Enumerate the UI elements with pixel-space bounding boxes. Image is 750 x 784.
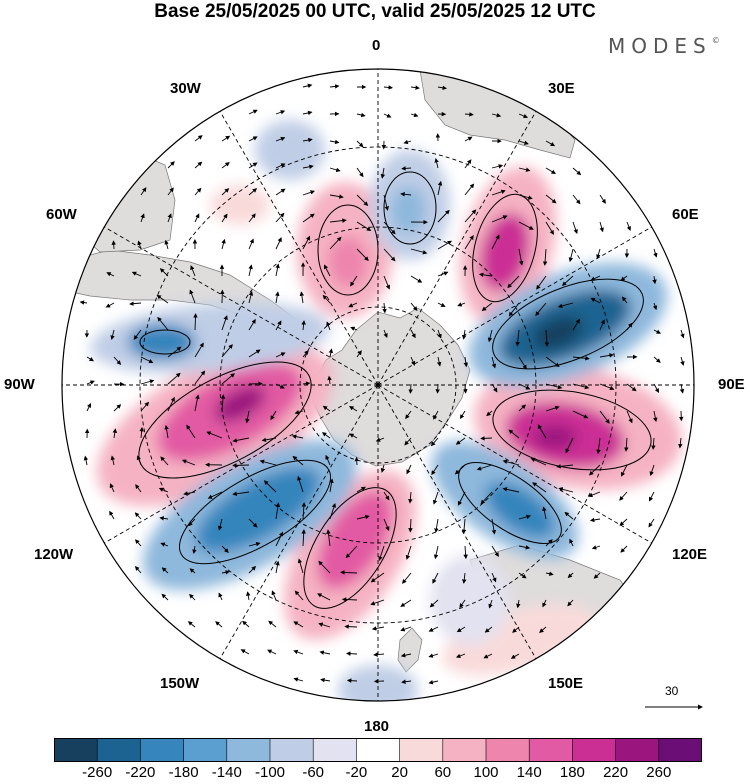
anomaly-pos-4-peak (533, 425, 577, 449)
colorbar-swatch (356, 738, 400, 762)
colorbar-tick-label: -100 (255, 764, 285, 781)
colorbar-ticks: -260 -220 -180 -140 -100 -60 -20 20 60 100 140 180 2… (0, 764, 750, 784)
colorbar-swatch (529, 738, 573, 762)
vector-reference-value: 30 (665, 684, 678, 698)
wind-arrow (195, 314, 196, 330)
colorbar-swatch (616, 738, 660, 762)
colorbar-tick-label: -20 (346, 764, 368, 781)
south-pole-dot (376, 383, 380, 387)
colorbar-tick-label: -140 (212, 764, 242, 781)
wind-arrow (465, 384, 466, 393)
lon-label-150e: 150E (548, 675, 583, 692)
anomaly-neg-6 (255, 120, 325, 180)
colorbar-swatch (486, 738, 530, 762)
colorbar (54, 738, 702, 762)
southern-africa-land (75, 150, 175, 252)
colorbar-tick-label: 100 (473, 764, 498, 781)
colorbar-swatch (313, 738, 357, 762)
wind-arrow (114, 241, 115, 249)
colorbar-tick-label: -260 (82, 764, 112, 781)
colorbar-tick-label: 180 (560, 764, 585, 781)
lon-label-180: 180 (364, 718, 389, 735)
lon-label-150w: 150W (160, 675, 199, 692)
lon-label-60w: 60W (46, 206, 77, 223)
colorbar-swatch (270, 738, 314, 762)
lon-label-120w: 120W (34, 546, 73, 563)
wind-arrow (438, 384, 439, 393)
anomaly-neg-5-core (128, 324, 196, 360)
wind-arrow (410, 384, 411, 393)
colorbar-tick-label: 60 (434, 764, 451, 781)
colorbar-swatch (227, 738, 271, 762)
colorbar-tick-label: -220 (125, 764, 155, 781)
colorbar-swatch (572, 738, 616, 762)
colorbar-swatch (97, 738, 141, 762)
wind-arrow (345, 626, 357, 627)
colorbar-swatch (659, 738, 702, 762)
colorbar-tick-label: -60 (302, 764, 324, 781)
anomaly-neg-8 (430, 555, 510, 645)
colorbar-swatch (443, 738, 487, 762)
lon-label-90e: 90E (718, 376, 745, 393)
lon-label-30e: 30E (548, 80, 575, 97)
colorbar-swatch (184, 738, 228, 762)
colorbar-swatch (54, 738, 98, 762)
colorbar-tick-label: 260 (646, 764, 671, 781)
lon-label-30w: 30W (170, 80, 201, 97)
colorbar-swatch (140, 738, 184, 762)
colorbar-tick-label: 20 (391, 764, 408, 781)
wind-arrow (357, 458, 358, 465)
colorbar-tick-label: 220 (603, 764, 628, 781)
anomaly-neg-4-core (390, 186, 426, 234)
lon-label-120e: 120E (672, 546, 707, 563)
polar-map (0, 0, 750, 735)
lon-label-90w: 90W (4, 376, 35, 393)
colorbar-tick-label: 140 (517, 764, 542, 781)
lon-label-0: 0 (372, 37, 380, 54)
colorbar-tick-label: -180 (169, 764, 199, 781)
wind-arrow (347, 653, 357, 654)
wind-arrow (233, 465, 249, 466)
colorbar-swatch (400, 738, 444, 762)
wind-arrow (481, 438, 492, 439)
vector-reference-arrow (640, 700, 710, 714)
wind-arrow (348, 680, 357, 681)
anomaly-pos-2-core (328, 236, 368, 288)
lon-label-60e: 60E (672, 206, 699, 223)
